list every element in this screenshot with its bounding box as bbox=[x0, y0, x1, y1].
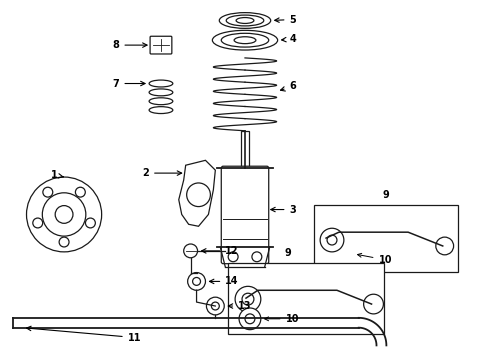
Circle shape bbox=[239, 308, 261, 330]
Circle shape bbox=[75, 187, 85, 197]
Text: 2: 2 bbox=[143, 168, 182, 178]
Text: 10: 10 bbox=[265, 314, 299, 324]
Text: 7: 7 bbox=[113, 78, 145, 89]
Ellipse shape bbox=[212, 30, 278, 50]
Ellipse shape bbox=[149, 107, 173, 113]
Text: 6: 6 bbox=[280, 81, 296, 91]
Circle shape bbox=[364, 294, 383, 314]
Text: 11: 11 bbox=[26, 326, 141, 342]
Ellipse shape bbox=[220, 13, 270, 28]
Ellipse shape bbox=[226, 15, 264, 26]
Text: 4: 4 bbox=[282, 34, 296, 44]
Ellipse shape bbox=[221, 33, 269, 47]
Circle shape bbox=[327, 235, 337, 245]
FancyBboxPatch shape bbox=[150, 36, 172, 54]
Bar bbox=[314, 204, 458, 271]
Circle shape bbox=[187, 183, 210, 207]
Circle shape bbox=[193, 278, 200, 285]
Text: 1: 1 bbox=[51, 170, 63, 180]
Ellipse shape bbox=[149, 80, 173, 87]
Circle shape bbox=[26, 177, 101, 252]
Circle shape bbox=[228, 252, 238, 262]
Text: 5: 5 bbox=[275, 14, 296, 24]
Text: 3: 3 bbox=[271, 204, 296, 215]
Circle shape bbox=[320, 228, 344, 252]
Polygon shape bbox=[241, 131, 249, 168]
Ellipse shape bbox=[149, 89, 173, 96]
Ellipse shape bbox=[149, 98, 173, 105]
Circle shape bbox=[242, 293, 254, 305]
Ellipse shape bbox=[236, 18, 254, 23]
FancyBboxPatch shape bbox=[221, 166, 269, 264]
Circle shape bbox=[184, 244, 197, 258]
Text: 13: 13 bbox=[228, 301, 251, 311]
Circle shape bbox=[211, 302, 220, 310]
Ellipse shape bbox=[234, 37, 256, 44]
Circle shape bbox=[43, 187, 53, 197]
Text: 9: 9 bbox=[382, 190, 389, 200]
Text: 8: 8 bbox=[113, 40, 147, 50]
Text: 10: 10 bbox=[358, 253, 392, 265]
Circle shape bbox=[85, 218, 96, 228]
Polygon shape bbox=[179, 160, 215, 226]
Text: 9: 9 bbox=[284, 248, 291, 258]
Circle shape bbox=[252, 252, 262, 262]
Text: 12: 12 bbox=[201, 246, 239, 256]
Circle shape bbox=[33, 218, 43, 228]
Circle shape bbox=[42, 193, 86, 236]
Circle shape bbox=[235, 286, 261, 312]
Circle shape bbox=[59, 237, 69, 247]
Circle shape bbox=[436, 237, 454, 255]
Circle shape bbox=[55, 206, 73, 223]
Text: 14: 14 bbox=[210, 276, 239, 287]
Circle shape bbox=[245, 314, 255, 324]
Circle shape bbox=[188, 273, 205, 290]
Bar bbox=[228, 263, 384, 334]
Circle shape bbox=[206, 297, 224, 315]
